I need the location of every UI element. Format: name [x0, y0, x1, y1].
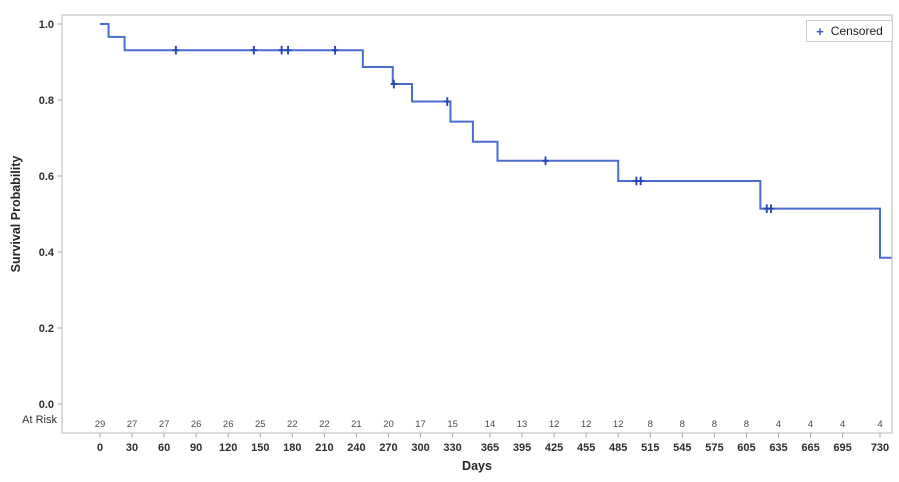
at-risk-row: 29 27 27 26 26 25 22 22 21 20 17 15 14 13 12 12 12 8 8 8 8 4 4…: [95, 419, 883, 430]
svg-text:635: 635: [769, 442, 787, 454]
svg-text:425: 425: [545, 442, 563, 454]
censor-marks: [172, 45, 775, 213]
svg-text:695: 695: [833, 442, 851, 454]
legend-censored: + Censored: [806, 20, 893, 42]
svg-text:0.2: 0.2: [39, 323, 54, 335]
svg-text:0: 0: [97, 442, 103, 454]
svg-text:60: 60: [158, 442, 170, 454]
svg-text:605: 605: [737, 442, 755, 454]
y-axis-title: Survival Probability: [9, 155, 23, 273]
x-axis-title: Days: [462, 459, 492, 473]
survival-curve: [100, 23, 892, 259]
svg-text:330: 330: [443, 442, 461, 454]
svg-text:1.0: 1.0: [39, 19, 54, 31]
svg-text:0.8: 0.8: [39, 95, 54, 107]
y-axis: 0.0 0.2 0.4 0.6 0.8 1.0: [39, 19, 62, 411]
svg-text:30: 30: [126, 442, 138, 454]
svg-text:300: 300: [411, 442, 429, 454]
censor-tick: [444, 97, 451, 106]
svg-text:25: 25: [255, 419, 266, 430]
svg-text:180: 180: [283, 442, 301, 454]
svg-text:4: 4: [877, 419, 882, 430]
svg-text:8: 8: [680, 419, 685, 430]
svg-text:485: 485: [609, 442, 627, 454]
svg-text:120: 120: [219, 442, 237, 454]
svg-text:21: 21: [351, 419, 362, 430]
svg-text:12: 12: [581, 419, 592, 430]
svg-text:8: 8: [648, 419, 653, 430]
svg-text:8: 8: [744, 419, 749, 430]
svg-text:150: 150: [251, 442, 269, 454]
svg-text:365: 365: [481, 442, 499, 454]
censor-tick: [542, 156, 549, 166]
svg-text:13: 13: [517, 419, 528, 430]
svg-text:90: 90: [190, 442, 202, 454]
svg-text:12: 12: [613, 419, 624, 430]
svg-text:20: 20: [383, 419, 394, 430]
svg-text:12: 12: [549, 419, 560, 430]
svg-text:240: 240: [347, 442, 365, 454]
svg-text:730: 730: [871, 442, 889, 454]
svg-text:0.0: 0.0: [39, 399, 54, 411]
svg-text:0.6: 0.6: [39, 171, 54, 183]
svg-text:665: 665: [801, 442, 819, 454]
svg-text:26: 26: [191, 419, 202, 430]
svg-text:15: 15: [447, 419, 458, 430]
svg-text:4: 4: [776, 419, 781, 430]
censor-tick: [284, 45, 292, 55]
censor-tick: [637, 176, 644, 186]
censor-tick: [278, 45, 285, 55]
svg-text:545: 545: [673, 442, 691, 454]
svg-text:4: 4: [840, 419, 845, 430]
svg-text:4: 4: [808, 419, 813, 430]
censor-tick: [250, 45, 258, 55]
at-risk-label: At Risk: [22, 414, 57, 426]
svg-text:22: 22: [319, 419, 330, 430]
plot-frame: [61, 14, 893, 434]
censor-tick: [767, 204, 775, 213]
svg-text:270: 270: [379, 442, 397, 454]
svg-text:395: 395: [513, 442, 531, 454]
svg-text:455: 455: [577, 442, 595, 454]
svg-text:26: 26: [223, 419, 234, 430]
x-axis: 0 30 60 90 120 150 180 210 240 270 300 330 365 395 425…: [97, 433, 889, 454]
svg-text:515: 515: [641, 442, 659, 454]
svg-text:0.4: 0.4: [39, 247, 55, 259]
svg-text:8: 8: [712, 419, 717, 430]
svg-text:22: 22: [287, 419, 298, 430]
svg-text:14: 14: [485, 419, 496, 430]
censor-tick: [390, 79, 398, 89]
legend-label: Censored: [830, 24, 883, 38]
censor-tick: [172, 45, 180, 55]
censor-tick: [331, 45, 339, 55]
svg-text:29: 29: [95, 419, 106, 430]
svg-text:17: 17: [415, 419, 426, 430]
svg-text:27: 27: [159, 419, 170, 430]
svg-text:27: 27: [127, 419, 138, 430]
svg-text:210: 210: [315, 442, 333, 454]
censored-plus-icon: +: [816, 23, 824, 39]
svg-text:575: 575: [705, 442, 723, 454]
